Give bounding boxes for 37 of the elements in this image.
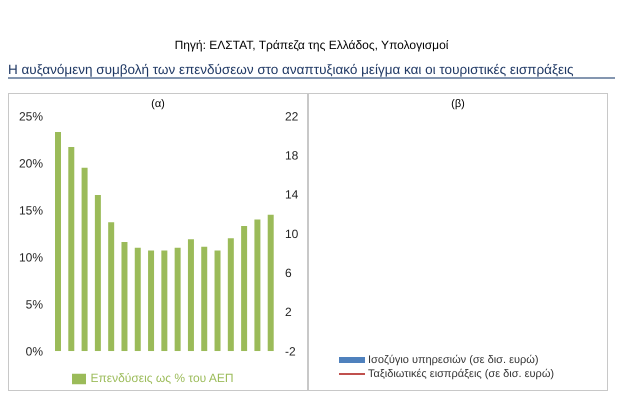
y2-tick-label: 18	[285, 148, 299, 162]
bar	[134, 248, 141, 352]
bar	[228, 238, 234, 352]
bar	[55, 132, 61, 352]
y-tick-label: 25%	[18, 109, 44, 124]
bar	[94, 195, 101, 352]
chart-title: (α)	[150, 98, 166, 110]
bar	[188, 239, 194, 352]
bar	[161, 250, 168, 352]
y-tick-label: 15%	[18, 203, 44, 218]
bar	[214, 250, 221, 352]
bar	[148, 250, 154, 352]
y-tick-label: 5%	[26, 297, 44, 312]
bar	[268, 214, 274, 352]
y-tick-label: 20%	[18, 156, 44, 170]
bar	[68, 147, 74, 352]
legend-label: Ταξιδιωτικές εισπράξεις (σε δισ. ευρώ)	[368, 368, 554, 380]
y2-tick-label: 6	[285, 266, 292, 280]
text: (β)	[450, 98, 466, 110]
y2-tick-label: 10	[285, 226, 299, 241]
bar	[201, 246, 208, 352]
bar	[254, 219, 260, 352]
y2-tick-label: -2	[285, 344, 296, 358]
text: Η αυξανόμενη συμβολή των επενδύσεων στο αναπτυξιακό μείγμα και οι τουριστικές εισπράξεις	[8, 62, 615, 79]
bar	[174, 248, 181, 352]
legend-label: Ισοζύγιο υπηρεσιών (σε δισ. ευρώ)	[368, 354, 539, 366]
y2-tick-label: 2	[285, 305, 292, 320]
y-tick-label: 10%	[18, 250, 44, 264]
bar	[241, 226, 248, 352]
y2-tick-label: 22	[285, 109, 299, 124]
y2-tick-label: 14	[285, 188, 299, 202]
legend-label: Επενδύσεις ως % του ΑΕΠ	[90, 371, 234, 386]
text: Πηγή: ΕΛΣΤΑΤ, Τράπεζα της Ελλάδος, Υπολογισμοί	[174, 38, 450, 52]
bar	[82, 168, 88, 352]
y-tick-label: 0%	[26, 344, 44, 358]
bar	[108, 222, 114, 352]
bar	[121, 242, 128, 352]
